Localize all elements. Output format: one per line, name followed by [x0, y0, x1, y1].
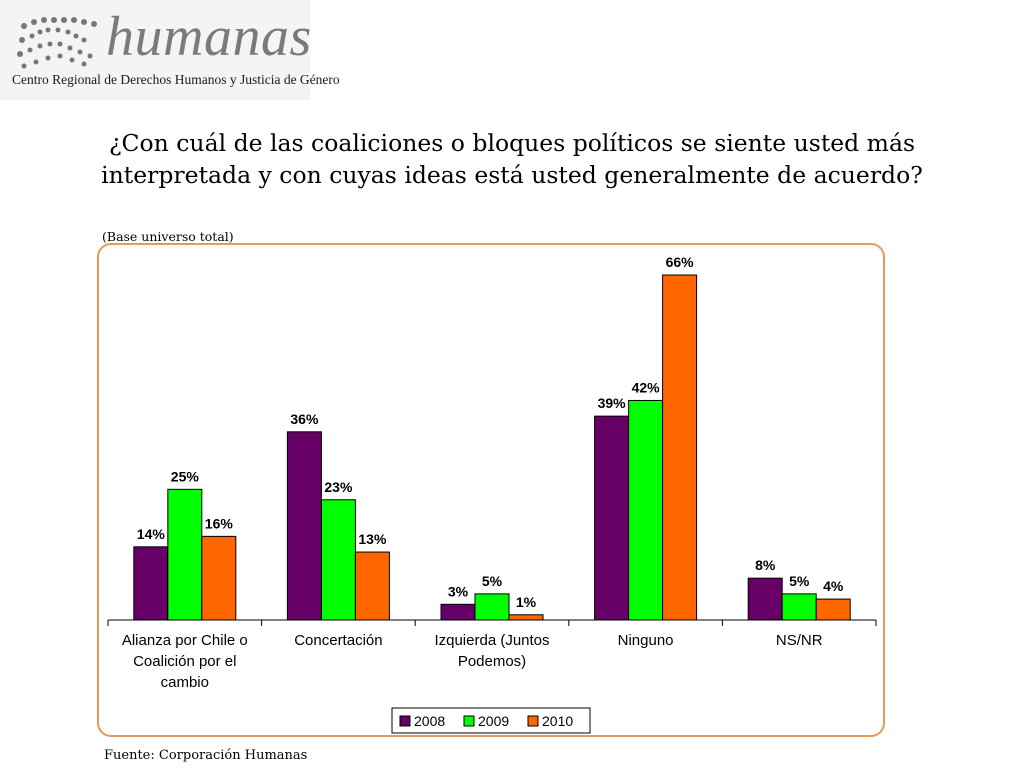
data-label: 42%	[632, 379, 661, 395]
legend-label: 2009	[478, 713, 509, 729]
data-label: 39%	[598, 395, 627, 411]
legend-label: 2010	[542, 713, 573, 729]
data-label: 4%	[823, 578, 844, 594]
category-label: Alianza por Chile o	[122, 632, 248, 649]
logo: humanas Centro Regional de Derechos Huma…	[0, 0, 340, 100]
category-label: Ninguno	[618, 632, 674, 649]
category-label: Coalición por el	[133, 653, 236, 670]
data-label: 16%	[205, 515, 234, 531]
legend-swatch-2009	[463, 715, 475, 727]
data-label: 66%	[666, 254, 695, 270]
category-label: cambio	[161, 674, 209, 691]
humanas-logo-mark-icon	[17, 17, 97, 69]
legend-box	[391, 707, 591, 734]
bar-2009	[320, 499, 356, 621]
bar-2009	[474, 593, 510, 621]
bar-2008	[133, 546, 169, 621]
data-label: 3%	[448, 583, 469, 599]
category-label: NS/NR	[776, 632, 823, 649]
data-label: 1%	[516, 594, 537, 610]
logo-wordmark: humanas	[106, 6, 312, 68]
bar-2010	[815, 598, 851, 621]
chart-frame: 14% 25% 16% Alianza por Chile o Coalición po…	[97, 243, 885, 737]
data-label: 8%	[755, 557, 776, 573]
category-label: Izquierda (Juntos	[434, 632, 549, 649]
bar-2010	[201, 535, 237, 621]
data-label: 23%	[324, 479, 353, 495]
data-label: 25%	[171, 468, 200, 484]
chart-title: ¿Con cuál de las coaliciones o bloques p…	[101, 129, 923, 189]
bar-2010	[662, 274, 698, 621]
category-label: Podemos)	[458, 653, 526, 670]
bar-2008	[594, 415, 630, 621]
data-label: 5%	[789, 573, 810, 589]
base-note: (Base universo total)	[102, 229, 234, 244]
legend-swatch-2010	[527, 715, 539, 727]
bar-2009	[167, 488, 203, 621]
source-note: Fuente: Corporación Humanas	[104, 748, 308, 763]
data-label: 14%	[137, 526, 166, 542]
bar-2008	[747, 577, 783, 621]
data-label: 36%	[290, 411, 319, 427]
logo-organization-name: Centro Regional de Derechos Humanos y Ju…	[12, 72, 340, 87]
bar-2009	[628, 399, 664, 621]
data-label: 5%	[482, 573, 503, 589]
bar-2008	[286, 431, 322, 621]
legend-swatch-2008	[399, 715, 411, 727]
bar-2008	[440, 603, 476, 621]
legend-label: 2008	[414, 713, 445, 729]
bar-chart: 14% 25% 16% Alianza por Chile o Coalición po…	[107, 254, 877, 734]
bar-2010	[354, 551, 390, 621]
data-label: 13%	[358, 531, 387, 547]
bar-2009	[781, 593, 817, 621]
bar-2010	[508, 614, 544, 621]
category-label: Concertación	[294, 632, 382, 649]
